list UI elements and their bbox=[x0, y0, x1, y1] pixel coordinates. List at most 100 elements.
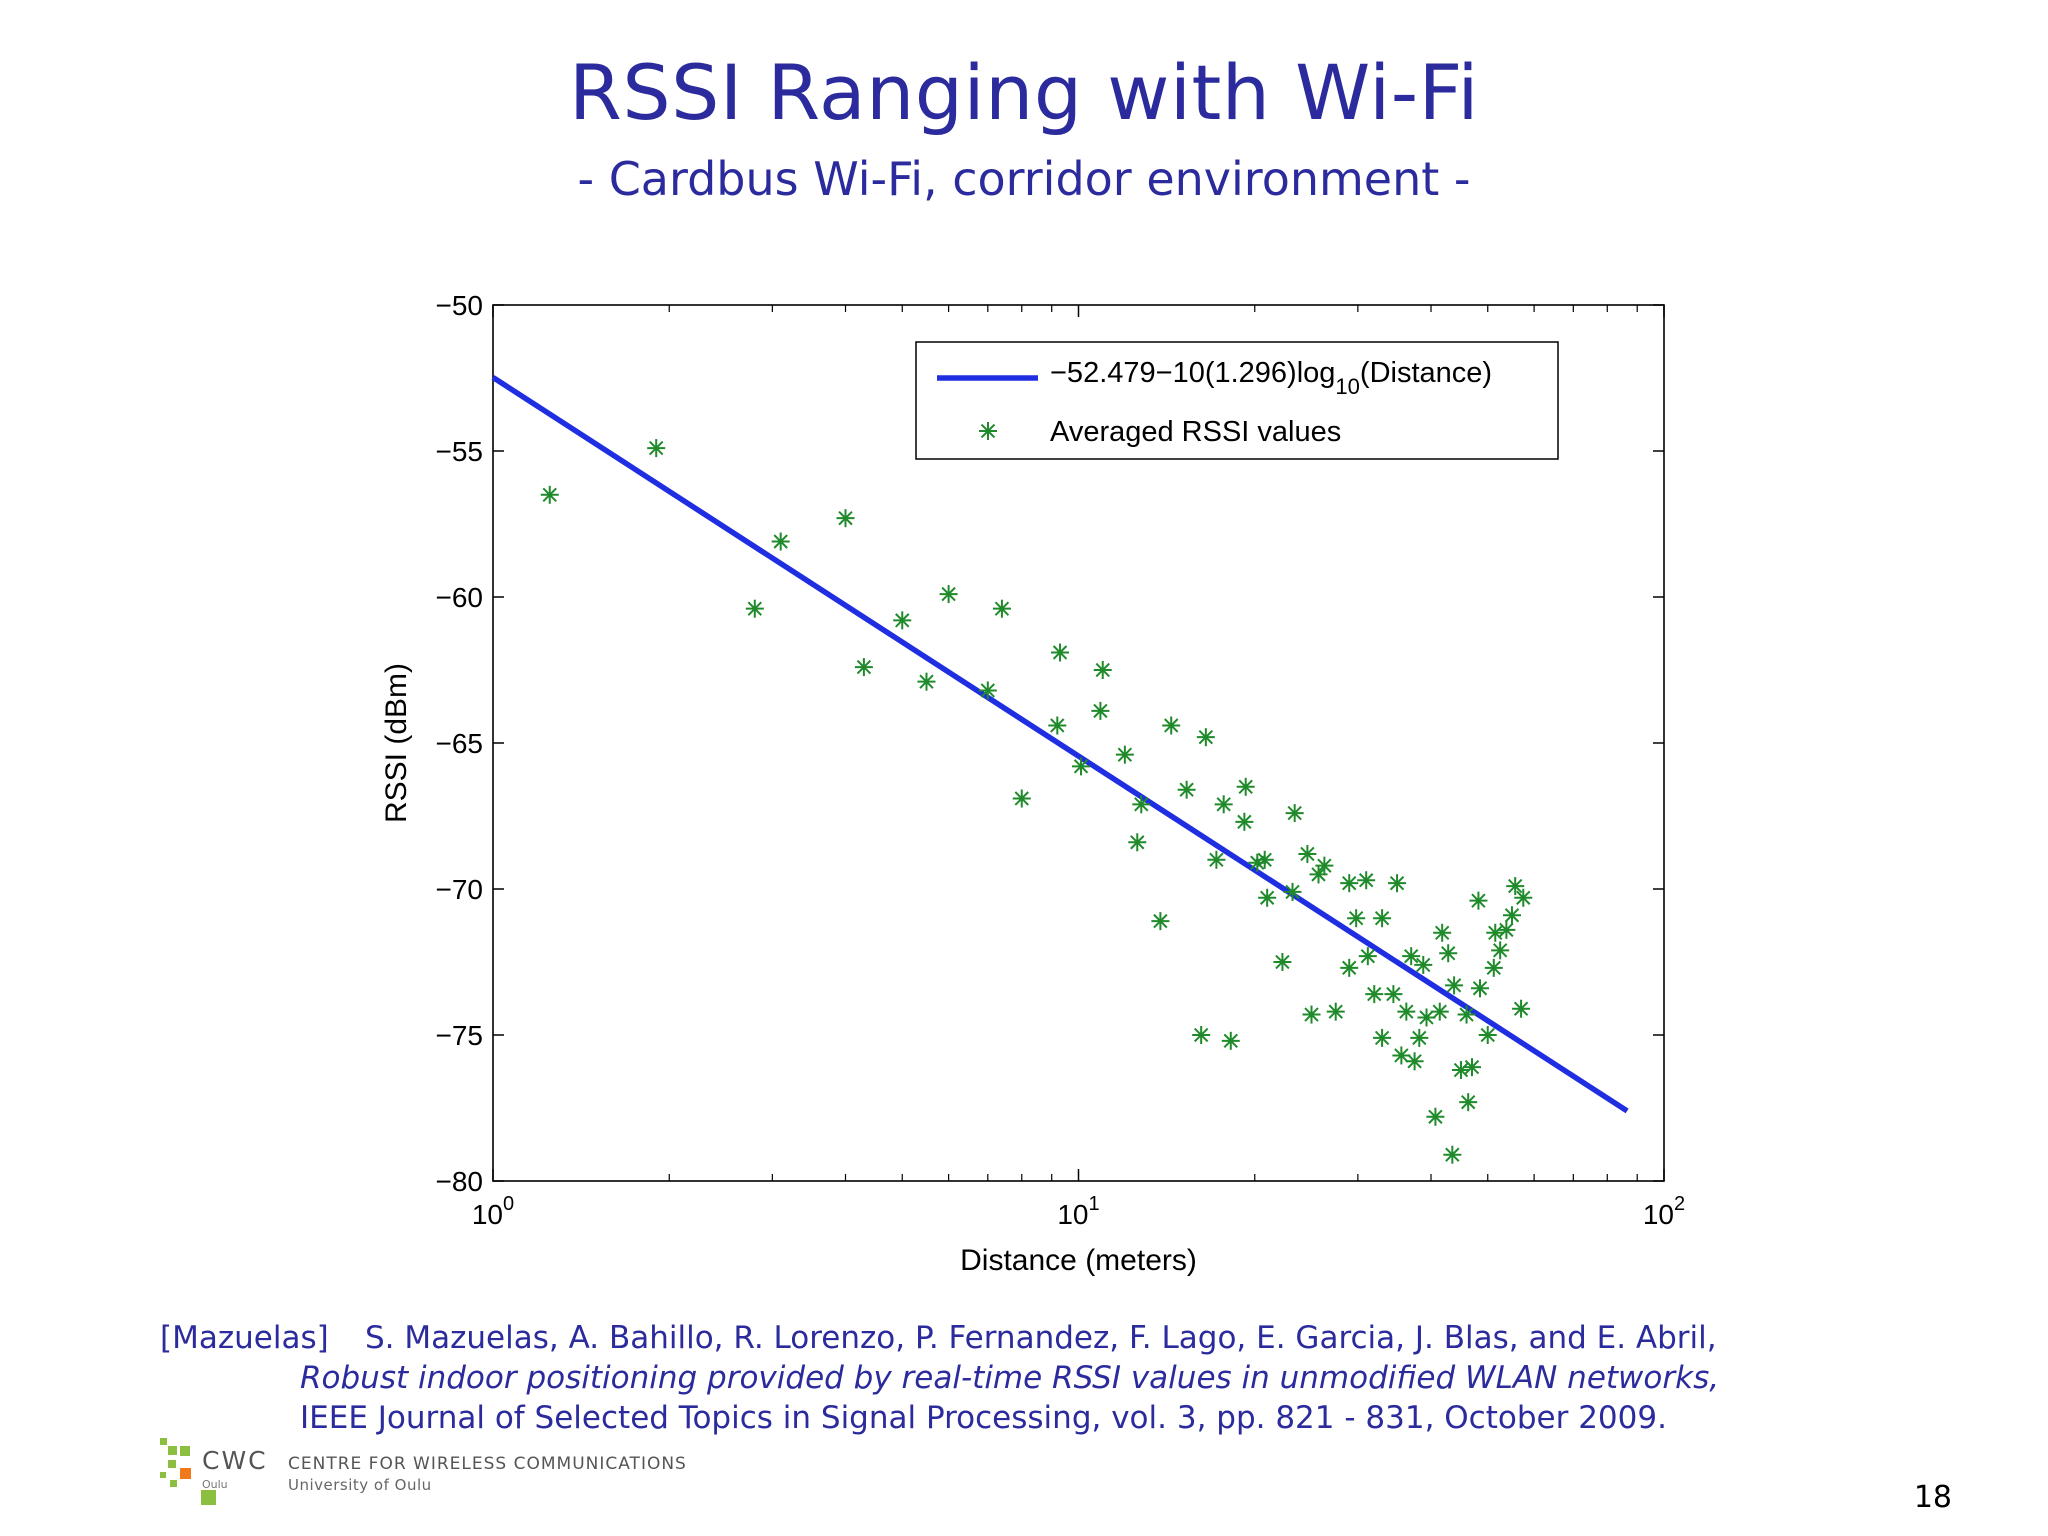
legend-fit-label-before: −52.479−10(1.296)log bbox=[1050, 357, 1335, 389]
scatter-point bbox=[1273, 953, 1292, 971]
scatter-point bbox=[1340, 874, 1359, 893]
scatter-point bbox=[1248, 853, 1267, 872]
legend-box bbox=[915, 341, 1559, 460]
reference-venue: IEEE Journal of Selected Topics in Signa… bbox=[300, 1400, 1667, 1436]
scatter-point bbox=[1235, 812, 1254, 831]
scatter-point bbox=[1358, 947, 1377, 966]
scatter-point bbox=[1426, 1107, 1445, 1126]
reference-paper-title: Robust indoor positioning provided by re… bbox=[300, 1360, 1720, 1396]
scatter-point bbox=[1417, 1008, 1436, 1027]
scatter-point bbox=[1365, 985, 1384, 1004]
legend-fit-label-after: (Distance) bbox=[1360, 357, 1492, 389]
page-number: 18 bbox=[1913, 1480, 1952, 1515]
y-tick-label: −80 bbox=[436, 1166, 484, 1197]
scatter-point bbox=[1414, 955, 1433, 974]
scatter-point bbox=[836, 509, 855, 528]
scatter-point bbox=[1373, 1028, 1392, 1047]
scatter-point bbox=[1315, 856, 1334, 875]
scatter-point bbox=[771, 532, 790, 551]
legend-asterisk-swatch bbox=[979, 422, 997, 440]
scatter-point bbox=[1285, 804, 1304, 823]
scatter-point bbox=[1051, 643, 1070, 662]
scatter-point bbox=[1502, 906, 1521, 925]
x-tick-label: 101 bbox=[1057, 1193, 1099, 1230]
legend-fit-label: −52.479−10(1.296)log10(Distance) bbox=[1050, 357, 1492, 399]
scatter-point bbox=[1236, 777, 1255, 796]
x-tick-label-exponent: 0 bbox=[503, 1193, 514, 1215]
scatter-point bbox=[939, 585, 958, 604]
scatter-point bbox=[1439, 944, 1458, 963]
slide-title: RSSI Ranging with Wi-Fi bbox=[569, 48, 1479, 137]
x-tick-label-base: 10 bbox=[1643, 1199, 1674, 1230]
scatter-point bbox=[1093, 661, 1112, 679]
scatter-point bbox=[745, 599, 764, 618]
x-tick-label-base: 10 bbox=[472, 1199, 503, 1230]
x-axis-label: Distance (meters) bbox=[960, 1244, 1197, 1277]
axis-labels: Distance (meters) RSSI (dBm) bbox=[380, 663, 1197, 1277]
scatter-point bbox=[893, 611, 912, 630]
scatter-point bbox=[992, 599, 1011, 618]
scatter-point bbox=[1214, 795, 1233, 814]
scatter-point bbox=[1486, 923, 1505, 942]
scatter-point bbox=[1115, 745, 1134, 764]
scatter-point bbox=[1347, 909, 1366, 928]
scatter-point bbox=[1207, 850, 1226, 869]
scatter-point bbox=[1497, 920, 1516, 939]
legend-fit-label-sub: 10 bbox=[1335, 374, 1359, 399]
scatter-point bbox=[1384, 985, 1403, 1004]
scatter-point bbox=[1162, 716, 1181, 735]
scatter-point bbox=[917, 672, 936, 691]
scatter-point bbox=[1512, 999, 1531, 1018]
x-tick-label: 102 bbox=[1643, 1193, 1685, 1230]
scatter-point bbox=[647, 439, 666, 458]
scatter-point bbox=[1451, 1061, 1470, 1080]
x-tick-label: 100 bbox=[472, 1193, 514, 1230]
scatter-point bbox=[978, 681, 997, 700]
scatter-point bbox=[1443, 1145, 1462, 1164]
scatter-point bbox=[1397, 1002, 1416, 1021]
reference-authors: S. Mazuelas, A. Bahillo, R. Lorenzo, P. … bbox=[365, 1320, 1717, 1356]
scatter-point bbox=[1283, 882, 1302, 901]
scatter-point bbox=[1514, 888, 1533, 907]
scatter-point bbox=[540, 485, 559, 504]
scatter-point bbox=[1478, 1026, 1497, 1044]
scatter-point bbox=[1258, 888, 1277, 907]
scatter-point bbox=[1255, 850, 1274, 869]
scatter-point bbox=[1471, 979, 1490, 998]
y-tick-label: −70 bbox=[436, 874, 484, 905]
scatter-point bbox=[854, 658, 873, 677]
fit-line bbox=[491, 375, 1629, 1114]
scatter-point bbox=[1457, 1005, 1476, 1024]
scatter-point bbox=[1469, 891, 1488, 910]
scatter-points-layer bbox=[540, 439, 1533, 1164]
scatter-point bbox=[1373, 909, 1392, 928]
scatter-point bbox=[1357, 871, 1376, 890]
logo-squares-icon bbox=[160, 1438, 220, 1508]
scatter-point bbox=[1221, 1031, 1240, 1050]
x-tick-label-exponent: 2 bbox=[1674, 1193, 1685, 1215]
y-tick-label: −65 bbox=[436, 728, 484, 759]
scatter-point bbox=[1151, 912, 1170, 931]
reference-citation: [Mazuelas] S. Mazuelas, A. Bahillo, R. Lo… bbox=[160, 1318, 2020, 1438]
reference-tag: [Mazuelas] bbox=[160, 1320, 329, 1356]
y-tick-label: −60 bbox=[436, 582, 484, 613]
scatter-point bbox=[1196, 728, 1215, 747]
scatter-point bbox=[1506, 877, 1525, 896]
scatter-point bbox=[1410, 1028, 1429, 1047]
scatter-point bbox=[1433, 923, 1452, 942]
chart-legend: −52.479−10(1.296)log10(Distance) Averaged… bbox=[915, 341, 1559, 460]
scatter-point bbox=[1128, 833, 1147, 852]
scatter-point bbox=[1177, 780, 1196, 799]
legend-scatter-label: Averaged RSSI values bbox=[1050, 416, 1341, 448]
y-tick-label: −75 bbox=[436, 1020, 484, 1051]
logo-university: University of Oulu bbox=[288, 1476, 432, 1494]
scatter-point bbox=[1132, 795, 1151, 814]
cwc-logo: CWC Oulu CENTRE FOR WIRELESS COMMUNICATI… bbox=[160, 1438, 720, 1508]
slide-subtitle: - Cardbus Wi-Fi, corridor environment - bbox=[577, 152, 1471, 206]
scatter-point bbox=[1491, 941, 1510, 960]
logo-centre-name: CENTRE FOR WIRELESS COMMUNICATIONS bbox=[288, 1454, 687, 1474]
scatter-point bbox=[1445, 976, 1464, 995]
scatter-point bbox=[1463, 1058, 1482, 1077]
y-tick-label: −55 bbox=[436, 436, 484, 467]
